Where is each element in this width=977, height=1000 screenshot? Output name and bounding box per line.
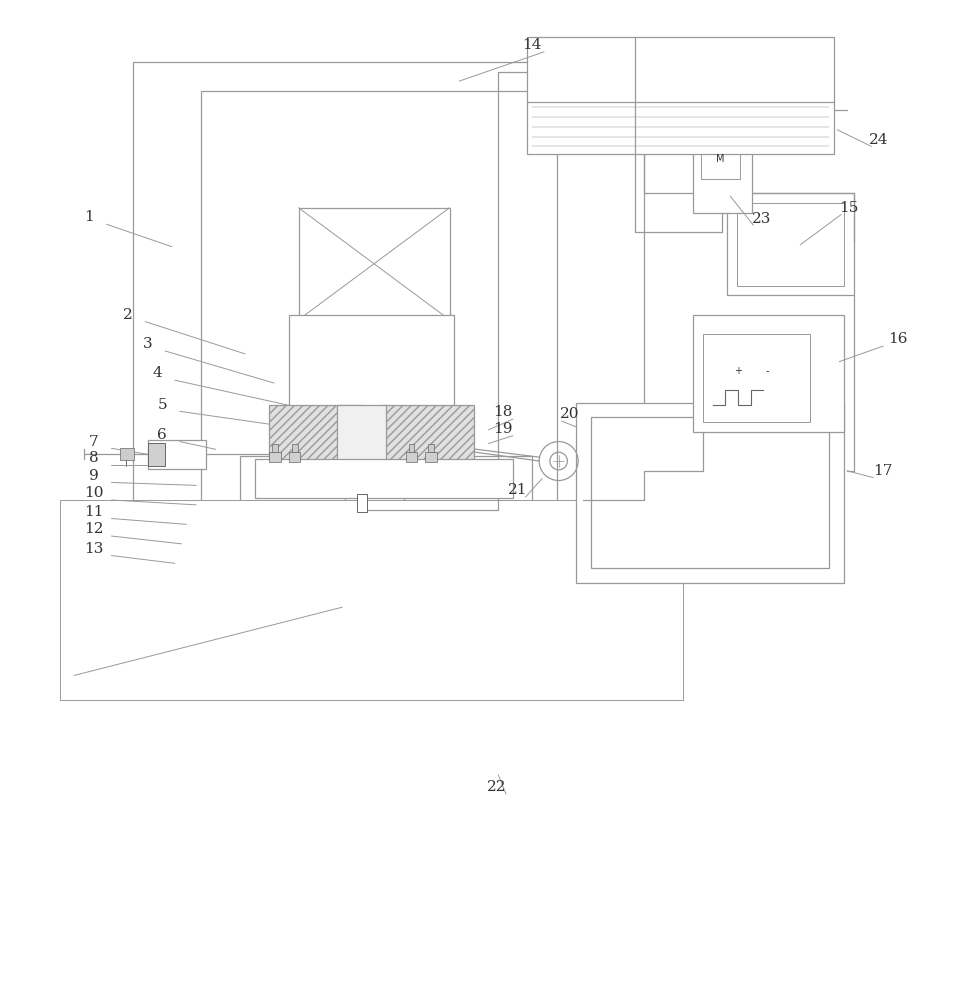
Bar — [693, 315, 844, 432]
Bar — [240, 456, 532, 510]
Text: -: - — [765, 366, 769, 376]
Bar — [60, 500, 683, 700]
Bar — [576, 403, 844, 583]
Text: +: + — [734, 366, 742, 376]
Bar — [299, 208, 449, 320]
Bar — [120, 448, 134, 460]
Bar — [255, 459, 513, 498]
Bar — [270, 405, 361, 463]
Bar — [133, 62, 645, 641]
Text: 22: 22 — [487, 780, 506, 794]
Text: 2: 2 — [123, 308, 133, 322]
Bar — [273, 444, 278, 452]
Text: 18: 18 — [493, 405, 513, 419]
Text: 11: 11 — [84, 505, 104, 519]
Bar — [292, 444, 298, 452]
Bar — [99, 505, 655, 558]
Bar — [693, 125, 751, 213]
Text: 15: 15 — [839, 201, 859, 215]
Bar — [727, 193, 854, 295]
Text: 1: 1 — [84, 210, 94, 224]
Text: 5: 5 — [157, 398, 167, 412]
Text: 8: 8 — [89, 451, 99, 465]
Bar — [201, 91, 557, 602]
Bar — [148, 440, 206, 469]
Text: 14: 14 — [523, 38, 542, 52]
Text: 7: 7 — [89, 435, 99, 449]
Text: 19: 19 — [493, 422, 513, 436]
Text: 16: 16 — [888, 332, 908, 346]
Bar — [702, 334, 810, 422]
Text: 17: 17 — [873, 464, 893, 478]
Text: M: M — [716, 154, 725, 164]
Bar — [701, 140, 740, 179]
Bar — [428, 444, 434, 452]
Bar — [337, 405, 386, 463]
Bar — [148, 443, 165, 466]
Text: 10: 10 — [84, 486, 104, 500]
Bar — [289, 452, 301, 462]
Bar — [381, 405, 474, 463]
Bar — [425, 452, 437, 462]
Text: 24: 24 — [869, 133, 888, 147]
Bar — [528, 37, 834, 154]
Text: 20: 20 — [560, 407, 579, 421]
Bar — [405, 452, 417, 462]
Text: 9: 9 — [89, 469, 99, 483]
Text: 12: 12 — [84, 522, 104, 536]
Text: 3: 3 — [143, 337, 152, 351]
Text: 21: 21 — [508, 483, 528, 497]
Text: 13: 13 — [84, 542, 104, 556]
Text: 4: 4 — [152, 366, 162, 380]
Bar — [408, 444, 414, 452]
Bar — [289, 315, 454, 485]
Text: 23: 23 — [751, 212, 771, 226]
Bar — [270, 452, 281, 462]
Bar — [345, 484, 404, 521]
Bar — [591, 417, 829, 568]
Bar — [737, 203, 844, 286]
Bar — [99, 556, 655, 612]
Bar — [357, 494, 366, 512]
Bar — [74, 607, 673, 685]
Text: 6: 6 — [157, 428, 167, 442]
